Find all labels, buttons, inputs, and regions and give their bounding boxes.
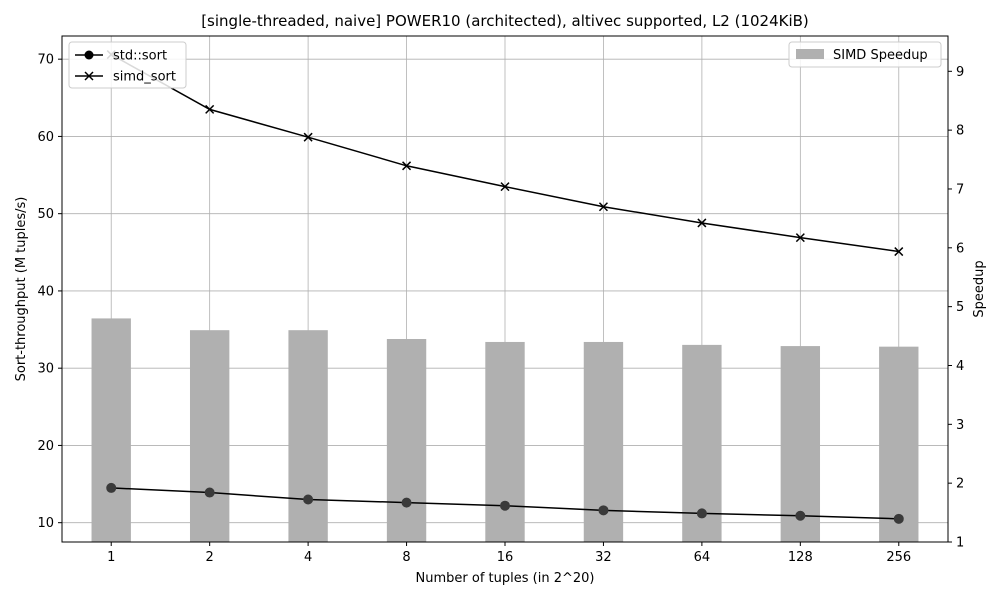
x-tick-label: 2 bbox=[206, 550, 214, 565]
y-axis-left-label: Sort-throughput (M tuples/s) bbox=[14, 197, 29, 382]
y-axis-right-ticks: 1 2 3 4 5 6 7 8 9 bbox=[948, 65, 964, 551]
y-axis-left-ticks: 10 20 30 40 50 60 70 bbox=[37, 53, 62, 531]
data-point-simd-sort bbox=[500, 182, 510, 192]
data-point-simd-sort bbox=[697, 218, 707, 228]
speedup-bar bbox=[485, 341, 525, 542]
data-point-simd-sort bbox=[205, 104, 215, 114]
y-left-tick-label: 50 bbox=[37, 207, 54, 222]
y-right-tick-label: 5 bbox=[956, 300, 964, 315]
legend-marker-cross bbox=[84, 71, 94, 81]
marker-stroke bbox=[697, 218, 707, 228]
y-left-tick-label: 20 bbox=[37, 439, 54, 454]
speedup-bars bbox=[91, 318, 919, 542]
marker-stroke bbox=[500, 182, 510, 192]
throughput-lines bbox=[106, 50, 904, 524]
y-right-tick-label: 6 bbox=[956, 241, 964, 256]
x-tick-label: 1 bbox=[107, 550, 115, 565]
speedup-bar bbox=[386, 339, 427, 542]
data-point-std-sort bbox=[303, 494, 314, 505]
y-right-tick-label: 4 bbox=[956, 359, 964, 374]
speedup-bar bbox=[879, 346, 919, 542]
y-right-tick-label: 1 bbox=[956, 536, 964, 551]
y-left-tick-label: 70 bbox=[37, 53, 54, 68]
x-tick-label: 4 bbox=[304, 550, 312, 565]
y-axis-right-label: Speedup bbox=[972, 260, 987, 317]
data-point-simd-sort bbox=[894, 247, 904, 257]
marker-stroke bbox=[205, 104, 215, 114]
legend-marker-circle bbox=[84, 50, 94, 60]
marker-stroke bbox=[598, 202, 608, 212]
y-left-tick-label: 40 bbox=[37, 284, 54, 299]
speedup-bar bbox=[780, 346, 821, 542]
marker-stroke bbox=[894, 247, 904, 257]
x-axis-label: Number of tuples (in 2^20) bbox=[416, 571, 595, 586]
data-point-std-sort bbox=[401, 497, 412, 508]
data-point-std-sort bbox=[106, 482, 117, 493]
y-left-tick-label: 30 bbox=[37, 362, 54, 377]
x-tick-label: 256 bbox=[886, 550, 911, 565]
speedup-bar bbox=[288, 330, 328, 542]
legend-bars: SIMD Speedup bbox=[788, 41, 942, 68]
legend-label: std::sort bbox=[113, 49, 167, 64]
y-right-tick-label: 3 bbox=[956, 418, 964, 433]
marker-stroke bbox=[795, 233, 805, 243]
x-tick-label: 16 bbox=[497, 550, 514, 565]
marker-stroke bbox=[402, 161, 412, 171]
x-tick-label: 32 bbox=[595, 550, 612, 565]
legend-label: SIMD Speedup bbox=[833, 48, 928, 63]
y-right-tick-label: 7 bbox=[956, 182, 964, 197]
legend-bar-swatch bbox=[796, 49, 824, 59]
data-point-std-sort bbox=[795, 510, 806, 521]
legend-box bbox=[788, 41, 942, 68]
speedup-bar bbox=[189, 330, 230, 542]
data-point-std-sort bbox=[598, 505, 609, 516]
data-point-simd-sort bbox=[598, 202, 608, 212]
x-axis-ticks: 1 2 4 8 16 32 64 128 256 bbox=[107, 542, 911, 565]
data-point-std-sort bbox=[893, 513, 904, 524]
data-point-simd-sort bbox=[795, 233, 805, 243]
data-point-std-sort bbox=[500, 500, 510, 511]
x-tick-label: 128 bbox=[788, 550, 813, 565]
legend-label: simd_sort bbox=[113, 70, 176, 85]
x-tick-label: 64 bbox=[694, 550, 711, 565]
y-right-tick-label: 8 bbox=[956, 124, 964, 139]
chart-title: [single-threaded, naive] POWER10 (archit… bbox=[201, 12, 809, 30]
data-point-std-sort bbox=[204, 487, 215, 498]
data-point-simd-sort bbox=[303, 132, 313, 142]
y-left-tick-label: 60 bbox=[37, 130, 54, 145]
speedup-bar bbox=[91, 318, 131, 542]
y-right-tick-label: 2 bbox=[956, 477, 964, 492]
y-left-tick-label: 10 bbox=[37, 516, 54, 531]
y-right-tick-label: 9 bbox=[956, 65, 964, 80]
data-point-simd-sort bbox=[402, 161, 412, 171]
marker-stroke bbox=[303, 132, 313, 142]
data-point-std-sort bbox=[696, 508, 707, 519]
x-tick-label: 8 bbox=[402, 550, 410, 565]
